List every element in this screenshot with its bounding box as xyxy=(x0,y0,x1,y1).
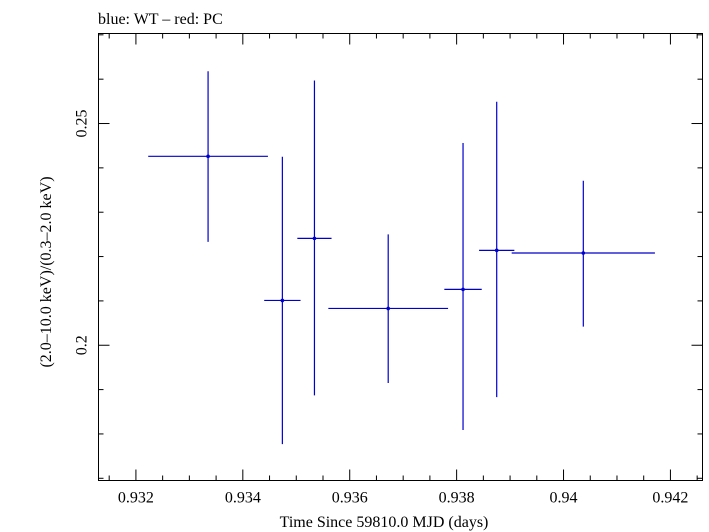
data-point xyxy=(297,80,332,396)
point-marker xyxy=(386,306,391,311)
y-tick-label: 0.25 xyxy=(74,110,91,138)
point-marker xyxy=(581,251,586,255)
data-point xyxy=(479,101,515,398)
point-marker xyxy=(280,298,285,303)
point-marker xyxy=(494,248,499,253)
x-tick-label: 0.94 xyxy=(550,490,578,507)
y-tick-label: 0.2 xyxy=(74,335,91,355)
data-point xyxy=(148,71,268,242)
x-tick-label: 0.936 xyxy=(332,490,368,507)
data-point xyxy=(328,234,449,383)
chart-title: blue: WT – red: PC xyxy=(98,11,223,28)
data-point xyxy=(511,180,655,327)
x-tick-label: 0.938 xyxy=(439,490,475,507)
x-tick-label: 0.934 xyxy=(225,490,261,507)
x-axis-label: Time Since 59810.0 MJD (days) xyxy=(280,514,489,531)
plot-frame xyxy=(98,33,703,481)
x-tick-label: 0.942 xyxy=(652,490,688,507)
x-axis-ticks: 0.932 0.934 0.936 0.938 0.94 0.942 xyxy=(108,33,698,507)
y-axis-label: (2.0–10.0 keV)/(0.3–2.0 keV) xyxy=(38,176,55,367)
data-points xyxy=(148,71,655,445)
x-tick-label: 0.932 xyxy=(118,490,154,507)
data-point xyxy=(264,156,301,445)
point-marker xyxy=(461,287,465,292)
y-axis-ticks: 0.2 0.25 xyxy=(74,34,703,479)
data-point xyxy=(444,143,482,430)
point-marker xyxy=(312,236,317,241)
point-marker xyxy=(206,154,210,159)
